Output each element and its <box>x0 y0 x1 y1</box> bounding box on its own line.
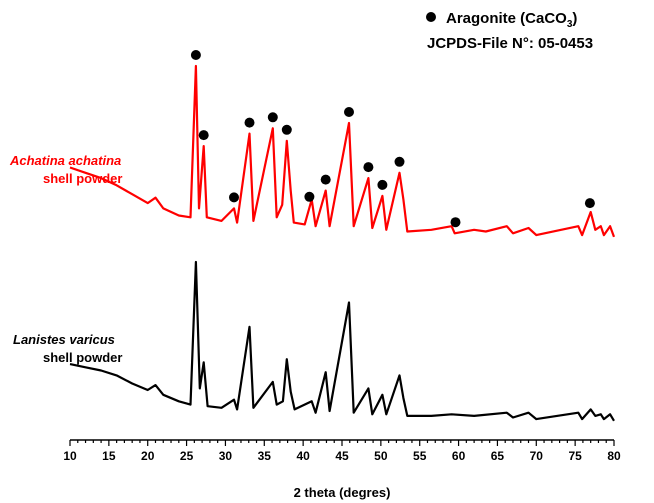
x-tick-label: 40 <box>296 449 310 463</box>
legend: Aragonite (CaCO3) JCPDS-File N°: 05-0453 <box>426 10 593 52</box>
peak-marker-4 <box>267 112 278 123</box>
peak-marker-2 <box>229 192 239 203</box>
peak-marker-10 <box>377 179 388 190</box>
peak-marker-0 <box>190 50 201 60</box>
x-tick-label: 30 <box>219 449 233 463</box>
x-tick-label: 55 <box>413 449 427 463</box>
legend-file-label: JCPDS-File N°: 05-0453 <box>427 35 593 52</box>
series-label-lanistes: Lanistes varicus shell powder <box>13 332 122 365</box>
series-line-0 <box>69 64 616 238</box>
x-tick-label: 80 <box>607 449 621 463</box>
peak-marker-9 <box>363 162 374 173</box>
peak-marker-13 <box>584 198 595 209</box>
x-tick-label: 20 <box>141 449 155 463</box>
x-tick-label: 45 <box>335 449 349 463</box>
peak-marker-6 <box>304 191 315 202</box>
peak-marker-8 <box>344 107 354 117</box>
legend-marker-icon <box>426 12 436 22</box>
series-line-1 <box>69 260 615 422</box>
peak-marker-layer <box>190 50 595 228</box>
peak-marker-12 <box>450 217 461 228</box>
peak-marker-1 <box>198 130 209 141</box>
peak-marker-5 <box>281 124 292 135</box>
peak-marker-7 <box>320 174 331 185</box>
x-tick-label: 25 <box>180 449 194 463</box>
series-name-sub: shell powder <box>43 350 122 365</box>
series-name-italic: Achatina achatina <box>9 153 121 168</box>
x-tick-label: 75 <box>568 449 582 463</box>
x-tick-label: 50 <box>374 449 388 463</box>
legend-label: Aragonite (CaCO3) <box>446 10 577 30</box>
series-label-achatina: Achatina achatina shell powder <box>9 153 122 186</box>
x-axis-title: 2 theta (degres) <box>294 485 391 500</box>
peak-marker-3 <box>244 117 255 128</box>
x-tick-label: 65 <box>491 449 505 463</box>
x-tick-label: 10 <box>63 449 77 463</box>
x-axis: 10 15 20 25 30 35 40 45 50 55 60 65 70 75 80 <box>63 439 621 463</box>
series-name-italic: Lanistes varicus <box>13 332 115 347</box>
series-name-sub: shell powder <box>43 171 122 186</box>
x-tick-label: 60 <box>452 449 466 463</box>
series-layer <box>69 64 616 422</box>
x-tick-label: 70 <box>530 449 544 463</box>
x-tick-label: 35 <box>258 449 272 463</box>
peak-marker-11 <box>394 156 405 167</box>
x-tick-label: 15 <box>102 449 116 463</box>
